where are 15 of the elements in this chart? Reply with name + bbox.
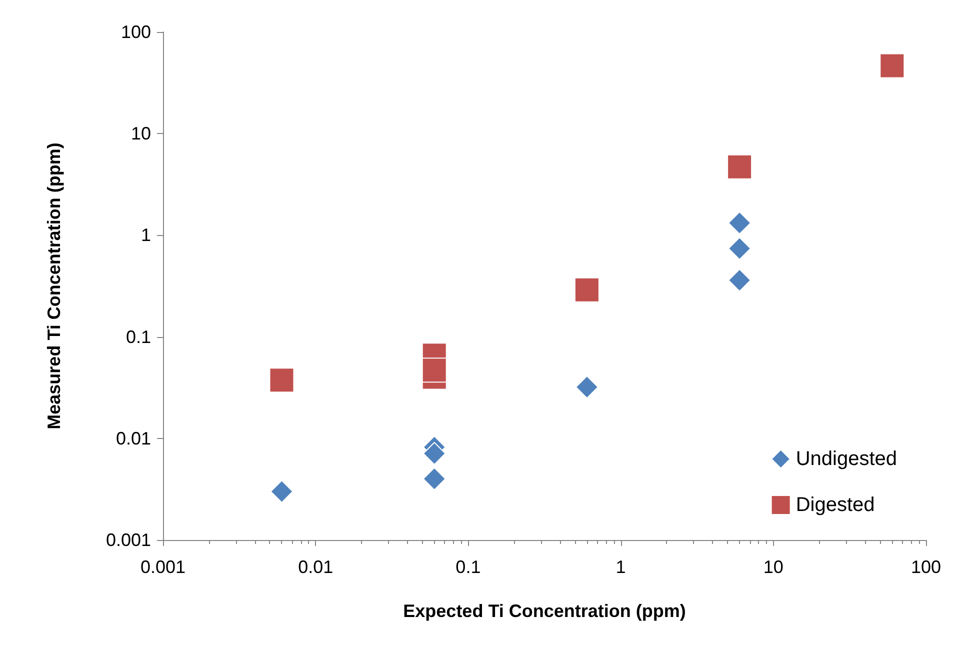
y-tick-label: 1 (140, 225, 151, 246)
y-axis-title: Measured Ti Concentration (ppm) (44, 142, 64, 430)
y-tick-label: 0.1 (126, 326, 151, 347)
y-tick-label: 0.01 (116, 428, 151, 448)
legend-label: Digested (796, 494, 875, 516)
x-tick-label: 0.1 (456, 557, 481, 577)
x-tick-label: 10 (763, 557, 784, 577)
x-tick-label: 0.01 (298, 557, 334, 577)
x-tick-label: 1 (616, 557, 626, 577)
x-tick-label: 100 (910, 557, 942, 577)
y-tick-label: 0.001 (106, 530, 151, 550)
x-axis-title: Expected Ti Concentration (ppm) (403, 601, 686, 621)
y-tick-label: 10 (130, 124, 151, 144)
legend-label: Undigested (796, 448, 898, 470)
y-tick-label: 100 (120, 22, 151, 42)
